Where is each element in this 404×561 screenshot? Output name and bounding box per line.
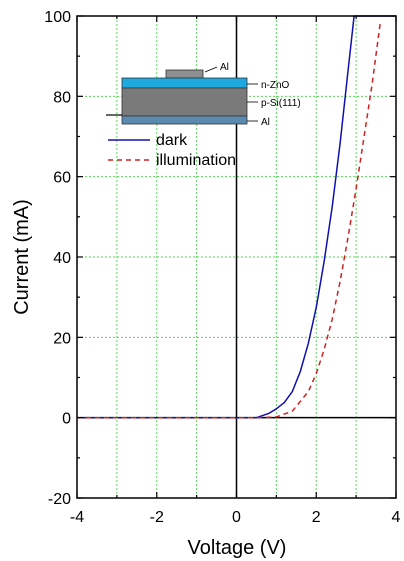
y-axis-title: Current (mA) bbox=[11, 199, 33, 315]
si-label: p-Si(111) bbox=[261, 98, 301, 109]
x-axis-title: Voltage (V) bbox=[188, 537, 287, 559]
top-al-contact bbox=[165, 69, 204, 79]
x-tick-label: 2 bbox=[312, 509, 321, 526]
device-schematic-inset: Al n-ZnO p-Si(111) Al bbox=[106, 62, 301, 128]
x-tick-label: -2 bbox=[150, 509, 164, 526]
y-tick-label: 20 bbox=[53, 330, 71, 347]
x-tick-label: 4 bbox=[392, 509, 401, 526]
y-tick-label: -20 bbox=[48, 491, 71, 508]
legend-illumination-label: illumination bbox=[156, 152, 236, 169]
x-tick-label: 0 bbox=[232, 509, 241, 526]
y-tick-label: 80 bbox=[53, 89, 71, 106]
series-line-illumination bbox=[77, 23, 381, 419]
y-tick-label: 100 bbox=[44, 9, 71, 26]
y-tick-labels: -20 0 20 40 60 80 100 bbox=[44, 9, 71, 508]
top-contact-label: Al bbox=[220, 62, 229, 73]
y-tick-label: 60 bbox=[53, 170, 71, 187]
y-tick-label: 40 bbox=[53, 250, 71, 267]
legend-dark-label: dark bbox=[156, 132, 188, 149]
y-tick-label: 0 bbox=[62, 411, 71, 428]
tick-marks bbox=[76, 15, 397, 499]
x-tick-label: -4 bbox=[70, 509, 84, 526]
x-tick-labels: -4 -2 0 2 4 bbox=[70, 509, 401, 526]
top-contact-leader bbox=[204, 66, 218, 73]
bottom-contact-label: Al bbox=[261, 117, 270, 128]
zno-layer bbox=[121, 77, 248, 89]
bottom-al-layer bbox=[121, 115, 248, 125]
zno-label: n-ZnO bbox=[261, 80, 290, 91]
legend: dark illumination bbox=[108, 132, 236, 169]
si-layer bbox=[121, 87, 248, 117]
